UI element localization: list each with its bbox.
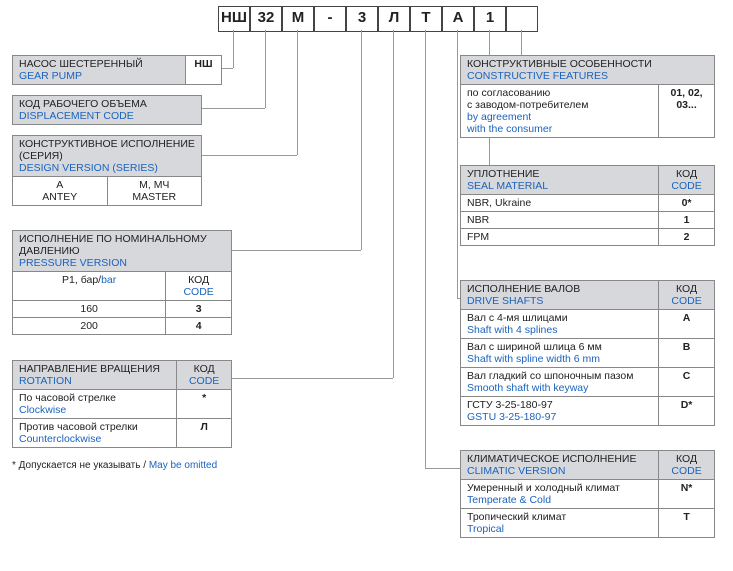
lbl: НАПРАВЛЕНИЕ ВРАЩЕНИЯ (19, 363, 160, 375)
lbl: PRESSURE VERSION (19, 257, 127, 269)
cell: КОД (676, 453, 697, 465)
cell: Л (177, 419, 232, 448)
cell: Умеренный и холодный климат (467, 482, 620, 494)
code-cell-3: - (314, 6, 346, 32)
cell: Temperate & Cold (467, 494, 551, 506)
code-cell-9 (506, 6, 538, 32)
lbl: CONSTRUCTIVE FEATURES (467, 70, 608, 82)
lbl: НАСОС ШЕСТЕРЕННЫЙ (19, 58, 143, 70)
lbl: SEAL MATERIAL (467, 180, 548, 192)
code-cell-1: 32 (250, 6, 282, 32)
cell: КОД (188, 274, 209, 286)
lbl: КОНСТРУКТИВНОЕ ИСПОЛНЕНИЕ (СЕРИЯ) (19, 138, 195, 162)
lbl: КОНСТРУКТИВНЫЕ ОСОБЕННОСТИ (467, 58, 652, 70)
cell: Smooth shaft with keyway (467, 382, 588, 394)
cell: N* (659, 480, 715, 509)
code-cell-0: НШ (218, 6, 250, 32)
cell: по согласованию (467, 87, 550, 99)
cell: CODE (671, 180, 701, 192)
cell: A (659, 310, 715, 339)
cell: C (659, 368, 715, 397)
code-cell-8: 1 (474, 6, 506, 32)
cell: B (659, 339, 715, 368)
footnote: * Допускается не указывать / May be omit… (12, 460, 217, 471)
cell: Shaft with 4 splines (467, 324, 557, 336)
cell: Shaft with spline width 6 mm (467, 353, 600, 365)
lbl: DRIVE SHAFTS (467, 295, 543, 307)
lbl: ИСПОЛНЕНИЕ ПО НОМИНАЛЬНОМУ ДАВЛЕНИЮ (19, 233, 207, 257)
table-displacement: КОД РАБОЧЕГО ОБЪЕМАDISPLACEMENT CODE (12, 95, 202, 125)
cell: FPM (461, 229, 659, 246)
table-constructive: КОНСТРУКТИВНЫЕ ОСОБЕННОСТИCONSTRUCTIVE F… (460, 55, 715, 138)
cell: Против часовой стрелки (19, 421, 138, 433)
cell: ANTEY (42, 191, 77, 203)
cell: Вал с шириной шлица 6 мм (467, 341, 602, 353)
code-cell-2: М (282, 6, 314, 32)
code-cell-4: 3 (346, 6, 378, 32)
code-cell-7: А (442, 6, 474, 32)
cell: by agreement (467, 111, 531, 123)
cell: 160 (13, 301, 166, 318)
cell: 01, 02, 03... (659, 85, 715, 138)
cell: КОД (676, 168, 697, 180)
cell: 200 (13, 318, 166, 335)
cell: T (659, 509, 715, 538)
cell: 1 (659, 212, 715, 229)
cell: Вал гладкий со шпоночным пазом (467, 370, 633, 382)
lbl: ИСПОЛНЕНИЕ ВАЛОВ (467, 283, 580, 295)
cell: 0* (659, 195, 715, 212)
cell: Clockwise (19, 404, 66, 416)
lbl: КОД РАБОЧЕГО ОБЪЕМА (19, 98, 147, 110)
cell: bar (101, 274, 116, 286)
tag: НШ (186, 56, 222, 85)
lbl: КЛИМАТИЧЕСКОЕ ИСПОЛНЕНИЕ (467, 453, 636, 465)
code-cell-5: Л (378, 6, 410, 32)
cell: MASTER (132, 191, 176, 203)
cell: with the consumer (467, 123, 552, 135)
cell: По часовой стрелке (19, 392, 116, 404)
cell: А (56, 179, 63, 191)
cell: КОД (676, 283, 697, 295)
table-seal: УПЛОТНЕНИЕSEAL MATERIAL КОДCODE NBR, Ukr… (460, 165, 715, 246)
cell: 2 (659, 229, 715, 246)
cell: ГСТУ 3-25-180-97 (467, 399, 553, 411)
cell: GSTU 3-25-180-97 (467, 411, 556, 423)
cell: NBR, Ukraine (461, 195, 659, 212)
cell: с заводом-потребителем (467, 99, 588, 111)
cell: КОД (194, 363, 215, 375)
cell: Р1, бар/ (62, 274, 101, 286)
cell: CODE (671, 465, 701, 477)
code-cell-6: Т (410, 6, 442, 32)
cell: М, МЧ (139, 179, 169, 191)
cell: Вал с 4-мя шлицами (467, 312, 568, 324)
table-gear-pump: НАСОС ШЕСТЕРЕННЫЙGEAR PUMP НШ (12, 55, 222, 85)
table-rotation: НАПРАВЛЕНИЕ ВРАЩЕНИЯROTATION КОДCODE По … (12, 360, 232, 448)
lbl: УПЛОТНЕНИЕ (467, 168, 539, 180)
cell: CODE (189, 375, 219, 387)
cell: Тропический климат (467, 511, 566, 523)
cell: Counterclockwise (19, 433, 101, 445)
table-design: КОНСТРУКТИВНОЕ ИСПОЛНЕНИЕ (СЕРИЯ)DESIGN … (12, 135, 202, 206)
lbl: CLIMATIC VERSION (467, 465, 565, 477)
lbl: ROTATION (19, 375, 72, 387)
table-pressure: ИСПОЛНЕНИЕ ПО НОМИНАЛЬНОМУ ДАВЛЕНИЮPRESS… (12, 230, 232, 335)
cell: Tropical (467, 523, 504, 535)
cell: 4 (166, 318, 232, 335)
cell: 3 (166, 301, 232, 318)
lbl: DISPLACEMENT CODE (19, 110, 134, 122)
table-climatic: КЛИМАТИЧЕСКОЕ ИСПОЛНЕНИЕCLIMATIC VERSION… (460, 450, 715, 538)
cell: * (177, 390, 232, 419)
lbl: DESIGN VERSION (SERIES) (19, 162, 158, 174)
cell: D* (659, 397, 715, 426)
cell: CODE (183, 286, 213, 298)
cell: NBR (461, 212, 659, 229)
table-shafts: ИСПОЛНЕНИЕ ВАЛОВDRIVE SHAFTS КОДCODE Вал… (460, 280, 715, 426)
lbl: GEAR PUMP (19, 70, 82, 82)
cell: CODE (671, 295, 701, 307)
